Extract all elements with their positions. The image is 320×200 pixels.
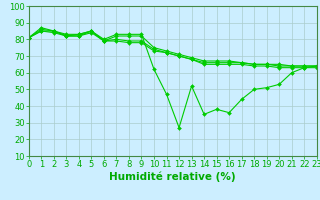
X-axis label: Humidité relative (%): Humidité relative (%) bbox=[109, 172, 236, 182]
